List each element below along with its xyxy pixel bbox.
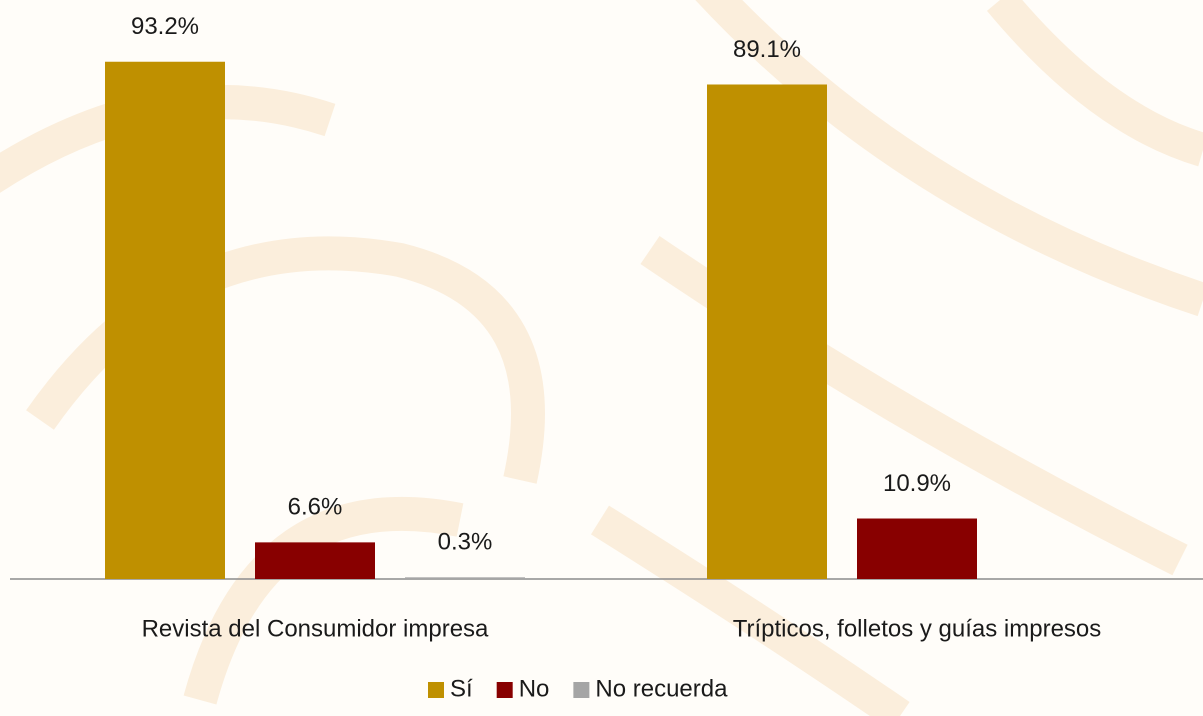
- legend-swatch: [496, 682, 513, 698]
- bar: [255, 542, 375, 579]
- legend-label: Sí: [450, 675, 473, 702]
- data-label: 93.2%: [131, 13, 199, 40]
- x-tick-label: Trípticos, folletos y guías impresos: [733, 615, 1102, 642]
- x-tick-label: Revista del Consumidor impresa: [142, 615, 489, 642]
- data-label: 0.3%: [438, 529, 493, 556]
- legend-label: No: [519, 675, 550, 702]
- legend-swatch: [428, 682, 444, 698]
- bar: [405, 577, 525, 579]
- legend-swatch: [573, 682, 590, 698]
- data-label: 10.9%: [883, 470, 951, 497]
- bar: [105, 61, 225, 580]
- legend-label: No recuerda: [595, 675, 728, 702]
- watermark-curve: [590, 505, 910, 716]
- data-label: 89.1%: [733, 36, 801, 63]
- watermark-curve: [695, 0, 1203, 317]
- bar: [707, 84, 827, 580]
- data-label: 6.6%: [288, 494, 343, 521]
- bar: [857, 518, 977, 579]
- watermark-curve: [986, 0, 1203, 167]
